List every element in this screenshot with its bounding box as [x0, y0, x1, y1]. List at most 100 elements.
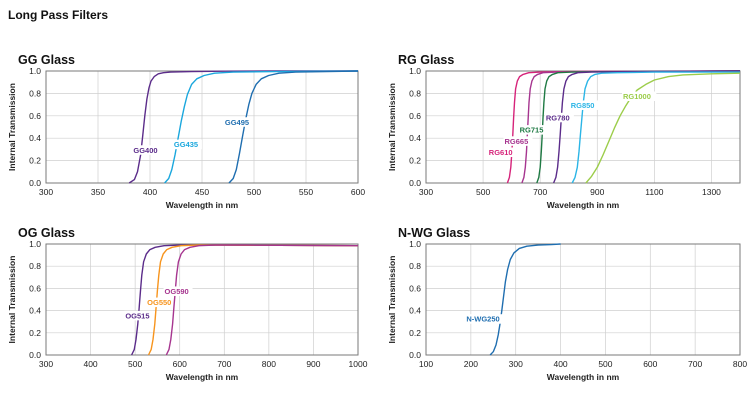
series-label-og590: OG590 — [165, 287, 189, 296]
series-line-gg400 — [128, 70, 358, 184]
y-tick-label: 0.0 — [409, 350, 421, 360]
x-tick-label: 400 — [143, 187, 157, 197]
y-tick-label: 0.2 — [29, 156, 41, 166]
series-line-og590 — [165, 244, 359, 356]
x-tick-label: 700 — [217, 359, 231, 369]
x-axis-label: Wavelength in nm — [166, 200, 239, 210]
x-tick-label: 700 — [688, 359, 702, 369]
plot-frame — [425, 70, 741, 184]
x-tick-label: 1000 — [349, 359, 368, 369]
series-line-gg435 — [164, 70, 359, 184]
series-label-bg — [465, 314, 506, 324]
series-label-gg435: GG435 — [174, 140, 198, 149]
series-line-og515 — [130, 244, 359, 356]
x-tick-label: 100 — [419, 359, 433, 369]
x-tick-label: 500 — [128, 359, 142, 369]
y-tick-label: 0.4 — [29, 306, 41, 316]
y-tick-label: 0.0 — [29, 178, 41, 188]
x-tick-label: 700 — [533, 187, 547, 197]
series-label-og550: OG550 — [147, 298, 171, 307]
y-tick-label: 0.4 — [409, 306, 421, 316]
chart-nwg: 0.0 0.2 0.4 0.6 0.8 1.0 100 200 300 400 500 600 700 8… — [387, 239, 747, 382]
x-tick-label: 900 — [306, 359, 320, 369]
series-line-rg780 — [552, 70, 741, 184]
series-line-rg715 — [536, 70, 741, 184]
x-tick-label: 500 — [247, 187, 261, 197]
x-tick-label: 550 — [299, 187, 313, 197]
x-tick-label: 1100 — [645, 187, 664, 197]
page-title: Long Pass Filters — [8, 8, 109, 22]
y-tick-label: 0.2 — [409, 156, 421, 166]
x-tick-label: 800 — [733, 359, 747, 369]
series-label-bg — [172, 139, 202, 150]
y-axis-label: Internal Transmission — [387, 83, 397, 171]
x-tick-label: 450 — [195, 187, 209, 197]
y-tick-label: 0.6 — [409, 283, 421, 293]
series-label-gg400: GG400 — [133, 146, 157, 155]
y-tick-label: 0.0 — [409, 178, 421, 188]
x-tick-label: 300 — [39, 359, 53, 369]
x-tick-label: 600 — [173, 359, 187, 369]
series-label-rg780: RG780 — [546, 113, 570, 122]
x-tick-label: 400 — [83, 359, 97, 369]
chart-og: 0.0 0.2 0.4 0.6 0.8 1.0 300 400 500 600 700 800 900 1… — [7, 239, 368, 382]
series-line-gg495 — [228, 70, 359, 184]
series-label-bg — [124, 310, 154, 321]
y-tick-label: 0.6 — [409, 111, 421, 121]
series-label-bg — [518, 125, 548, 135]
series-label-bg — [223, 117, 253, 127]
series-line-rg665 — [521, 70, 741, 184]
y-tick-label: 0.0 — [29, 350, 41, 360]
y-tick-label: 0.8 — [409, 261, 421, 271]
plot-frame — [425, 243, 741, 356]
series-label-bg — [503, 136, 533, 146]
x-tick-label: 600 — [643, 359, 657, 369]
x-tick-label: 500 — [476, 187, 490, 197]
x-tick-label: 800 — [262, 359, 276, 369]
y-tick-label: 1.0 — [409, 66, 421, 76]
y-axis-label: Internal Transmission — [7, 256, 17, 344]
y-axis-label: Internal Transmission — [387, 256, 397, 344]
y-tick-label: 0.8 — [29, 261, 41, 271]
y-tick-label: 1.0 — [409, 239, 421, 249]
y-tick-label: 0.8 — [29, 88, 41, 98]
chart-title-gg: GG Glass — [18, 53, 75, 67]
y-axis-label: Internal Transmission — [7, 83, 17, 171]
series-label-og515: OG515 — [125, 311, 149, 320]
series-label-rg850: RG850 — [571, 101, 595, 110]
series-label-gg495: GG495 — [225, 118, 249, 127]
x-tick-label: 200 — [464, 359, 478, 369]
y-tick-label: 0.6 — [29, 283, 41, 293]
series-label-bg — [569, 100, 599, 110]
chart-title-nwg: N-WG Glass — [398, 226, 471, 240]
chart-gg: 0.0 0.2 0.4 0.6 0.8 1.0 300 350 400 450 500 550 600 W… — [7, 66, 365, 210]
series-label-rg610: RG610 — [489, 148, 513, 157]
series-line-n-wg250 — [489, 243, 561, 356]
x-axis-label: Wavelength in nm — [547, 372, 620, 382]
series-label-bg — [163, 286, 193, 296]
series-line-rg1000 — [585, 72, 741, 184]
chart-title-og: OG Glass — [18, 226, 75, 240]
series-label-bg — [146, 297, 176, 308]
x-tick-label: 300 — [39, 187, 53, 197]
series-label-bg — [132, 145, 162, 155]
x-tick-label: 400 — [553, 359, 567, 369]
series-label-rg715: RG715 — [520, 126, 544, 135]
y-tick-label: 0.2 — [409, 328, 421, 338]
y-tick-label: 0.6 — [29, 111, 41, 121]
x-tick-label: 300 — [419, 187, 433, 197]
series-label-bg — [544, 112, 574, 123]
series-line-og550 — [147, 244, 359, 356]
y-tick-label: 0.2 — [29, 328, 41, 338]
x-tick-label: 350 — [91, 187, 105, 197]
chart-rg: 0.0 0.2 0.4 0.6 0.8 1.0 300 500 700 900 1100 1300 Wa… — [387, 66, 741, 210]
y-tick-label: 1.0 — [29, 239, 41, 249]
chart-title-rg: RG Glass — [398, 53, 455, 67]
series-line-rg850 — [571, 71, 740, 184]
y-tick-label: 0.8 — [409, 88, 421, 98]
y-tick-label: 0.4 — [29, 133, 41, 143]
series-label-bg — [621, 91, 657, 101]
series-label-n-wg250: N-WG250 — [466, 315, 499, 324]
x-tick-label: 1300 — [702, 187, 721, 197]
